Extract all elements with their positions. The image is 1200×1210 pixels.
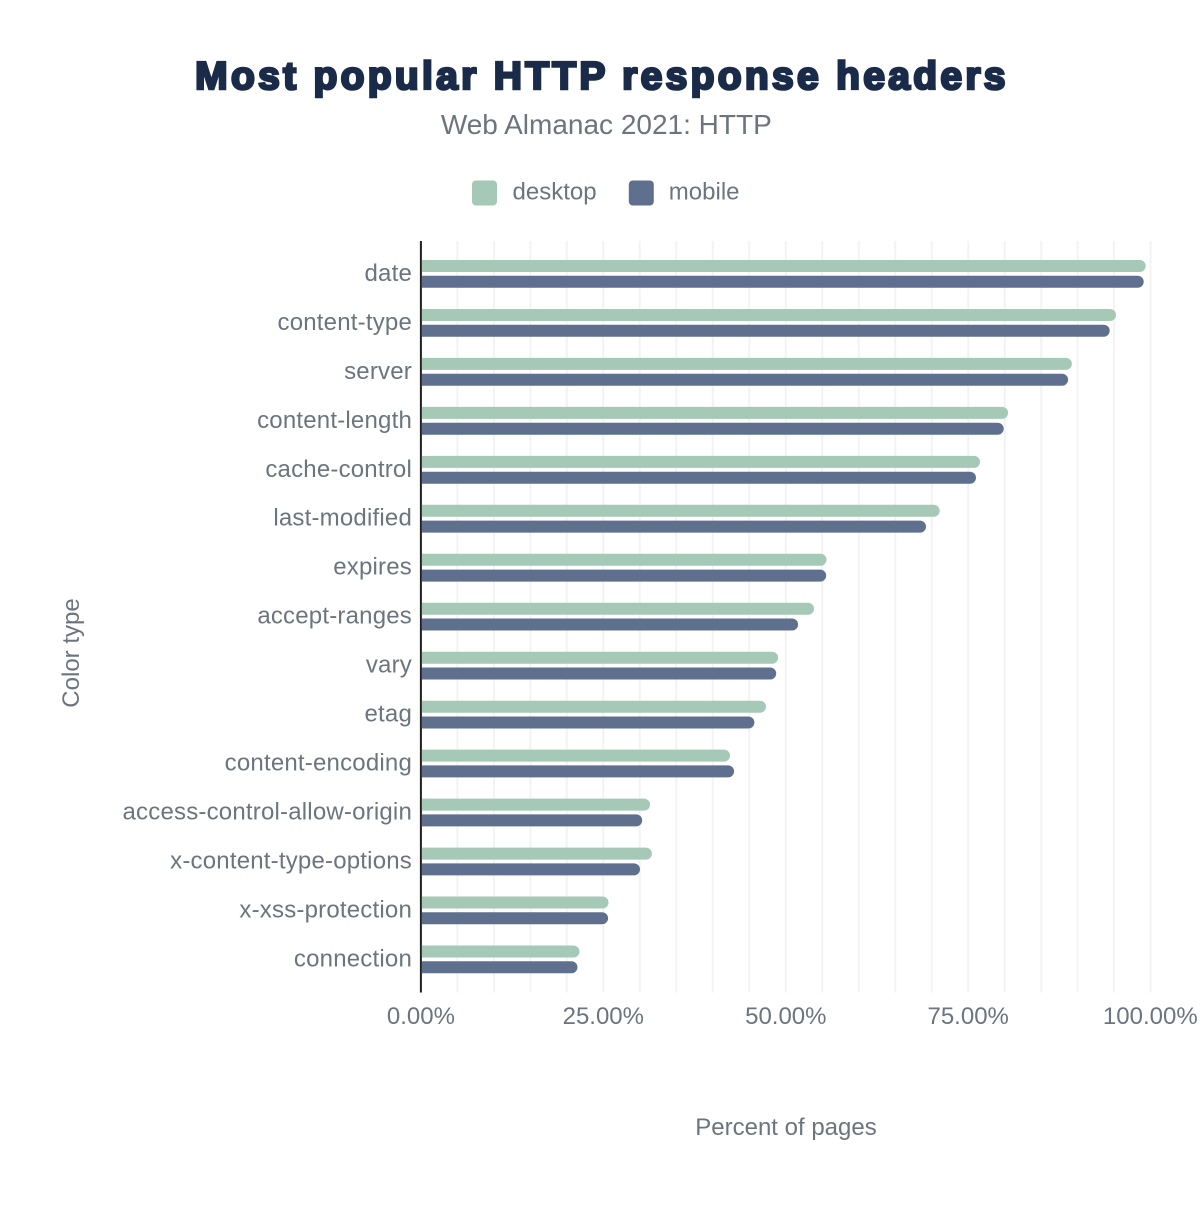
svg-text:25.00%: 25.00% bbox=[563, 1003, 644, 1030]
svg-text:Most popular HTTP response hea: Most popular HTTP response headers bbox=[195, 55, 1009, 98]
svg-text:mobile: mobile bbox=[669, 179, 740, 206]
svg-text:server: server bbox=[344, 358, 412, 385]
svg-text:last-modified: last-modified bbox=[273, 505, 412, 532]
svg-text:50.00%: 50.00% bbox=[745, 1003, 826, 1030]
svg-text:content-encoding: content-encoding bbox=[225, 750, 412, 777]
svg-text:access-control-allow-origin: access-control-allow-origin bbox=[123, 799, 413, 826]
svg-text:connection: connection bbox=[294, 945, 412, 972]
svg-text:0.00%: 0.00% bbox=[387, 1003, 455, 1030]
svg-text:Web Almanac 2021: HTTP: Web Almanac 2021: HTTP bbox=[441, 109, 772, 140]
svg-text:date: date bbox=[364, 260, 412, 287]
svg-text:Percent of pages: Percent of pages bbox=[695, 1114, 876, 1141]
svg-text:vary: vary bbox=[366, 652, 412, 679]
svg-text:x-xss-protection: x-xss-protection bbox=[239, 896, 412, 923]
svg-text:content-length: content-length bbox=[257, 407, 412, 434]
svg-text:100.00%: 100.00% bbox=[1103, 1003, 1198, 1030]
svg-text:75.00%: 75.00% bbox=[927, 1003, 1008, 1030]
svg-text:expires: expires bbox=[333, 554, 412, 581]
svg-text:cache-control: cache-control bbox=[265, 456, 412, 483]
svg-text:Color type: Color type bbox=[58, 598, 85, 707]
svg-text:content-type: content-type bbox=[278, 309, 412, 336]
svg-text:x-content-type-options: x-content-type-options bbox=[170, 848, 412, 875]
svg-text:etag: etag bbox=[364, 701, 412, 728]
svg-text:desktop: desktop bbox=[513, 179, 597, 206]
svg-text:accept-ranges: accept-ranges bbox=[257, 603, 412, 630]
